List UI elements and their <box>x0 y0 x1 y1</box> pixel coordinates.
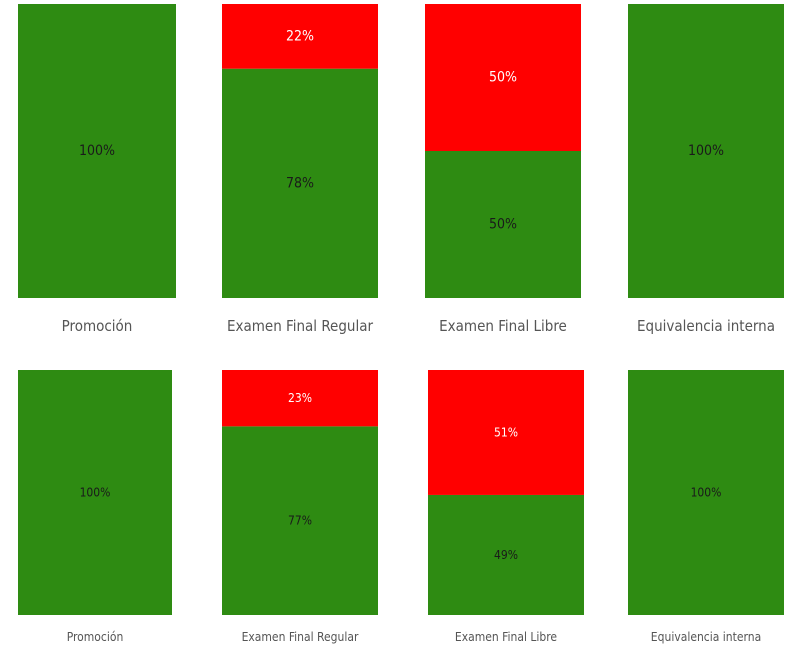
category-label-examen-final-regular: Examen Final Regular <box>242 630 359 644</box>
bar-pass-equivalencia-interna <box>628 4 784 298</box>
data-label-pass-examen-final-regular: 78% <box>286 175 314 191</box>
data-label-fail-examen-final-libre: 50% <box>489 70 517 86</box>
chart-panel-2: 100% Promoción 77% 23% Examen Final Regular 4… <box>18 370 784 644</box>
bar-pass-examen-final-libre <box>425 151 581 298</box>
data-label-pass-examen-final-libre: 50% <box>489 217 517 233</box>
category-label-promocion: Promoción <box>67 630 124 644</box>
bar-pass-equivalencia-interna <box>628 370 784 615</box>
data-label-pass-promocion: 100% <box>79 143 115 159</box>
category-label-examen-final-libre: Examen Final Libre <box>455 630 558 644</box>
data-label-fail-examen-final-libre: 51% <box>494 425 518 439</box>
category-label-equivalencia-interna: Equivalencia interna <box>651 630 761 644</box>
bar-pass-examen-final-regular <box>222 426 378 615</box>
chart-panel-1: 100% Promoción 78% 22% Examen Final Regular 5… <box>18 4 784 335</box>
bar-fail-examen-final-regular <box>222 4 378 69</box>
data-label-pass-examen-final-libre: 49% <box>494 548 518 562</box>
bar-pass-examen-final-regular <box>222 68 378 299</box>
data-label-pass-examen-final-regular: 77% <box>288 514 312 528</box>
category-label-promocion: Promoción <box>62 317 133 335</box>
category-label-examen-final-regular: Examen Final Regular <box>227 317 374 335</box>
data-label-fail-examen-final-regular: 22% <box>286 28 314 44</box>
data-label-fail-examen-final-regular: 23% <box>288 391 312 405</box>
bar-fail-examen-final-libre <box>428 370 584 495</box>
bar-pass-examen-final-libre <box>428 494 584 615</box>
data-label-pass-equivalencia-interna: 100% <box>691 486 722 500</box>
bar-pass-promocion <box>18 4 176 298</box>
category-label-examen-final-libre: Examen Final Libre <box>439 317 567 335</box>
bar-fail-examen-final-regular <box>222 370 378 427</box>
category-label-equivalencia-interna: Equivalencia interna <box>637 317 775 335</box>
data-label-pass-promocion: 100% <box>80 486 111 500</box>
bar-pass-promocion <box>18 370 172 615</box>
data-label-pass-equivalencia-interna: 100% <box>688 143 724 159</box>
bar-fail-examen-final-libre <box>425 4 581 151</box>
